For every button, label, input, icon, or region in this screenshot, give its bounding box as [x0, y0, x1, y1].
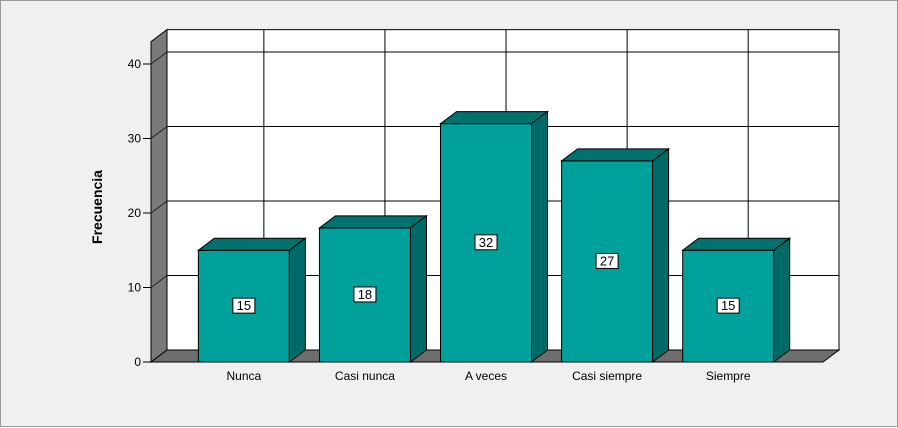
bar-1: 15	[196, 237, 307, 363]
data-label-box	[474, 234, 498, 251]
bar-side	[773, 237, 791, 363]
y-axis-label: Frecuencia	[89, 170, 105, 244]
x-axis: Nunca Casi nunca A veces Casi siempre Siempr…	[227, 369, 751, 383]
x-tick-label: Casi nunca	[335, 369, 395, 383]
bar-3: 32	[439, 110, 550, 363]
y-axis: 0 10 20 30 40	[128, 57, 151, 369]
bar-top	[317, 215, 428, 229]
data-label: 15	[721, 298, 735, 313]
data-label-box	[595, 252, 619, 269]
data-label-box	[716, 297, 740, 314]
gridline-wall	[150, 275, 168, 288]
bar-top	[439, 111, 550, 125]
y-tick-label: 10	[128, 281, 142, 295]
bar-4: 27	[560, 147, 671, 363]
x-tick-label: Casi siempre	[572, 369, 642, 383]
y-tick-label: 0	[134, 355, 141, 369]
y-tick-label: 40	[128, 57, 142, 71]
bar-5: 15	[681, 237, 792, 363]
bars: 15 18 32 27 15	[196, 110, 792, 363]
gridline-wall	[150, 51, 168, 65]
left-wall	[150, 28, 168, 363]
data-label-box	[232, 297, 256, 314]
bar-top	[196, 237, 307, 251]
data-label: 27	[600, 253, 614, 268]
data-label: 18	[358, 287, 372, 302]
bar-top	[681, 237, 792, 251]
data-label-box	[353, 286, 377, 303]
bar-side	[288, 237, 306, 363]
data-label: 15	[237, 298, 251, 313]
bar-side	[531, 110, 549, 363]
x-tick-label: A veces	[465, 369, 507, 383]
bar-side	[652, 147, 670, 363]
y-tick-label: 20	[128, 206, 142, 220]
bar-2: 18	[317, 214, 428, 363]
y-tick-label: 30	[128, 132, 142, 146]
bar-top	[560, 148, 671, 162]
bar-side	[409, 214, 427, 363]
x-tick-label: Nunca	[227, 369, 262, 383]
gridline-wall	[150, 126, 168, 139]
data-label: 32	[479, 235, 493, 250]
gridline-wall	[150, 200, 168, 214]
x-tick-label: Siempre	[706, 369, 751, 383]
